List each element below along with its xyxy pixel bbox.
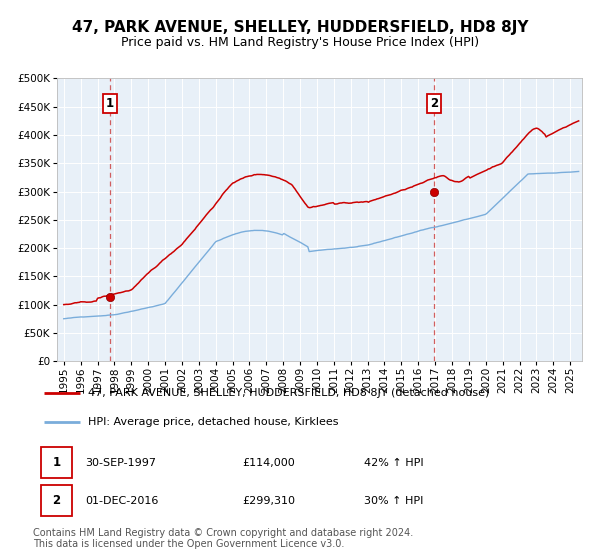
Text: 1: 1 — [106, 97, 114, 110]
Text: 2: 2 — [52, 494, 61, 507]
Text: 01-DEC-2016: 01-DEC-2016 — [85, 496, 159, 506]
Bar — [41, 486, 71, 516]
Text: 2: 2 — [430, 97, 438, 110]
Text: Price paid vs. HM Land Registry's House Price Index (HPI): Price paid vs. HM Land Registry's House … — [121, 36, 479, 49]
Text: 47, PARK AVENUE, SHELLEY, HUDDERSFIELD, HD8 8JY (detached house): 47, PARK AVENUE, SHELLEY, HUDDERSFIELD, … — [88, 388, 490, 398]
Text: 30-SEP-1997: 30-SEP-1997 — [85, 458, 157, 468]
Text: HPI: Average price, detached house, Kirklees: HPI: Average price, detached house, Kirk… — [88, 417, 338, 427]
Text: 1: 1 — [52, 456, 61, 469]
Text: 30% ↑ HPI: 30% ↑ HPI — [364, 496, 424, 506]
Text: 42% ↑ HPI: 42% ↑ HPI — [364, 458, 424, 468]
Text: Contains HM Land Registry data © Crown copyright and database right 2024.
This d: Contains HM Land Registry data © Crown c… — [33, 528, 413, 549]
Text: £114,000: £114,000 — [243, 458, 296, 468]
Text: £299,310: £299,310 — [243, 496, 296, 506]
Text: 47, PARK AVENUE, SHELLEY, HUDDERSFIELD, HD8 8JY: 47, PARK AVENUE, SHELLEY, HUDDERSFIELD, … — [72, 20, 528, 35]
Bar — [41, 447, 71, 478]
